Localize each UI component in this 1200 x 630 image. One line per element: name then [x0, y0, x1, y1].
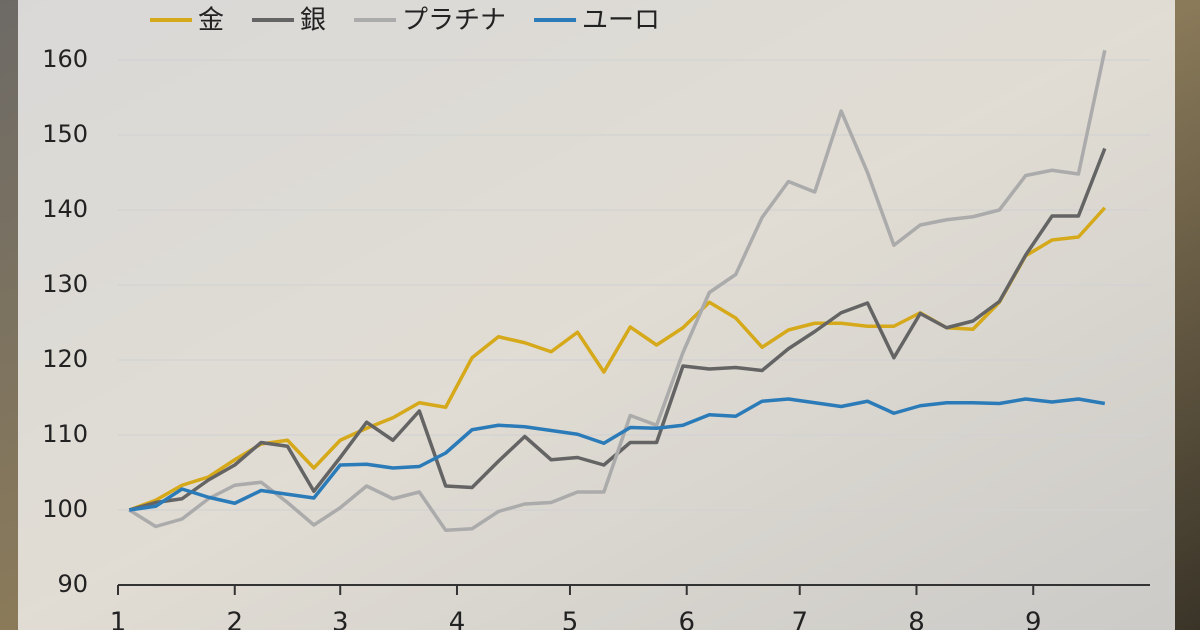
series-line [129, 397, 1106, 512]
x-tick-label: 8 [908, 608, 925, 630]
series-line [128, 49, 1107, 532]
x-tick-label: 3 [332, 608, 349, 630]
x-tick-label: 1 [110, 608, 127, 630]
y-tick-label: 120 [42, 345, 88, 373]
x-tick-label: 9 [1025, 608, 1042, 630]
x-tick-label: 6 [678, 608, 695, 630]
y-tick-label: 100 [42, 495, 88, 523]
y-tick-label: 150 [42, 120, 88, 148]
legend-label: 金 [198, 6, 224, 36]
y-tick-label: 90 [57, 570, 88, 598]
legend-label: ユーロ [582, 6, 660, 36]
y-tick-label: 130 [42, 270, 88, 298]
x-tick-label: 4 [449, 608, 466, 630]
overlay [18, 0, 1175, 630]
x-tick-label: 5 [562, 608, 579, 630]
y-tick-label: 110 [42, 420, 88, 448]
y-tick-label: 160 [42, 45, 88, 73]
x-tick-label: 2 [226, 608, 243, 630]
legend-label: プラチナ [402, 6, 506, 36]
x-tick-label: 7 [791, 608, 808, 630]
y-tick-label: 140 [42, 195, 88, 223]
legend-label: 銀 [300, 6, 326, 36]
